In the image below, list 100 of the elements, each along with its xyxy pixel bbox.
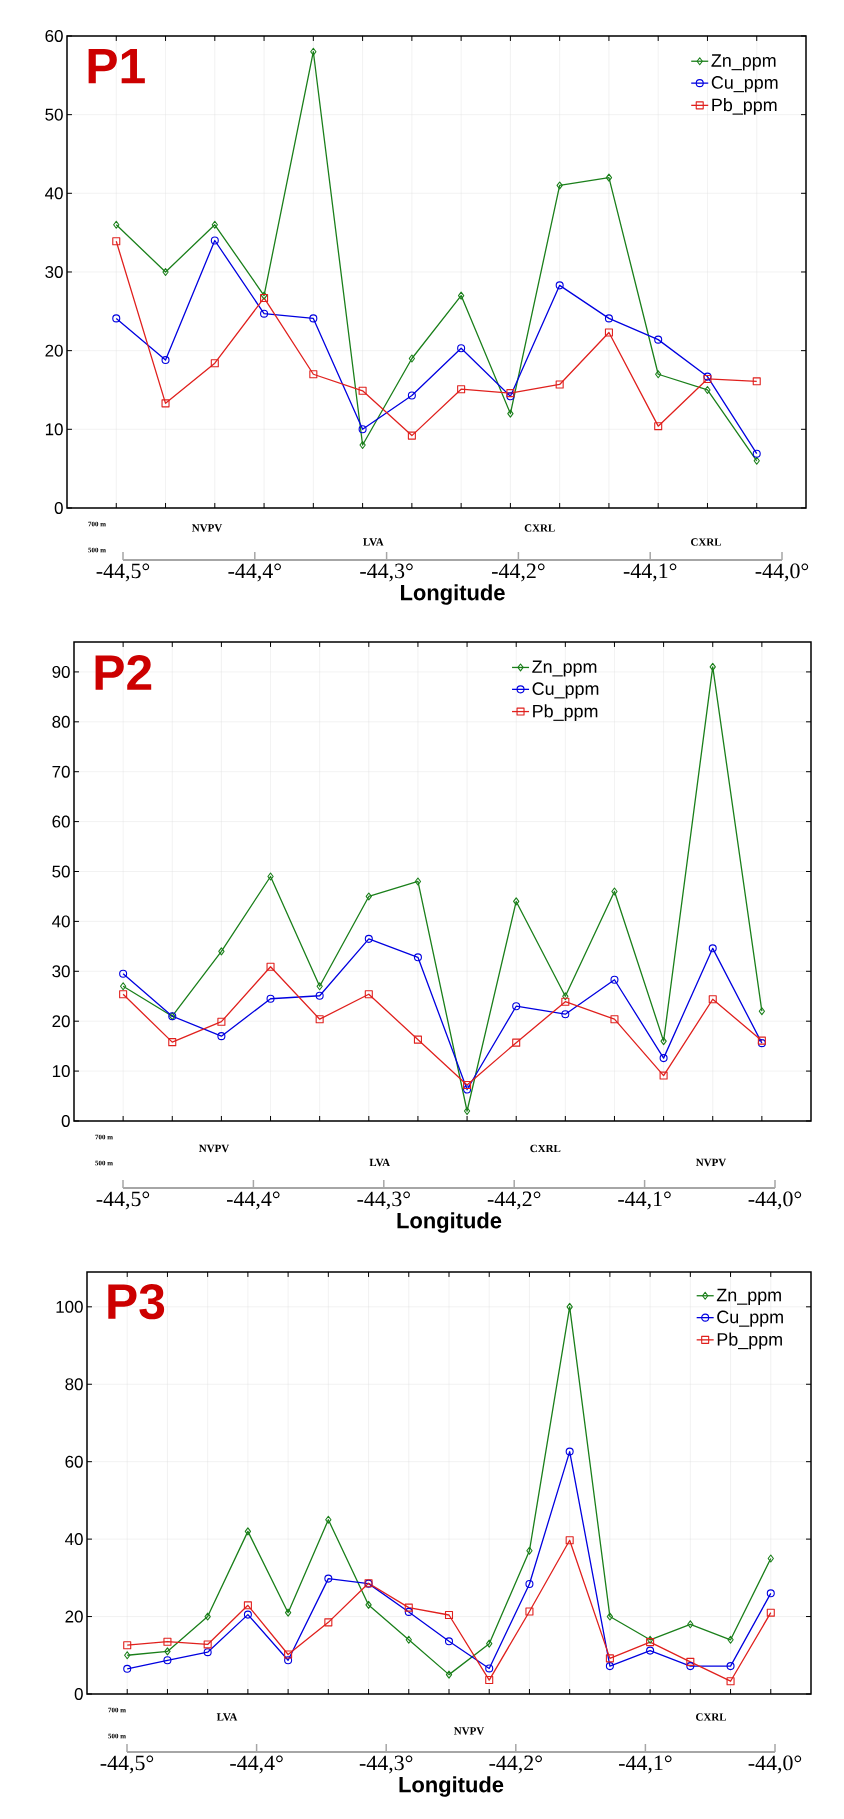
point <box>210 359 219 368</box>
legend-label: Pb_ppm <box>533 704 598 722</box>
point <box>709 662 716 671</box>
point <box>727 1635 734 1644</box>
point <box>457 344 466 353</box>
point <box>565 1447 574 1456</box>
point <box>284 1608 292 1617</box>
y-tick-label: 20 <box>52 1015 70 1028</box>
point <box>164 1647 171 1656</box>
point <box>123 1664 132 1673</box>
chart-title: P3 <box>108 1283 165 1320</box>
point <box>211 220 218 229</box>
x2-tick-label: -44,0° <box>748 1191 802 1210</box>
point <box>562 992 569 1001</box>
x2-tick-label: -44,3° <box>357 1191 410 1210</box>
point <box>405 1635 412 1644</box>
y-tick-label: 100 <box>56 1300 83 1313</box>
point <box>646 1646 655 1655</box>
point <box>752 449 761 458</box>
y-tick-label: 80 <box>65 1378 83 1391</box>
point <box>309 314 318 323</box>
point <box>365 1600 372 1609</box>
x2-tick-label: -44,0° <box>755 563 809 582</box>
point <box>310 47 317 56</box>
point <box>315 991 324 1000</box>
point <box>444 1637 454 1646</box>
y-tick-label: 0 <box>74 1687 83 1700</box>
y-tick-label: 50 <box>45 108 63 121</box>
point <box>485 1664 494 1673</box>
point <box>565 1536 574 1545</box>
point <box>161 399 170 408</box>
y-tick-label: 60 <box>65 1455 83 1468</box>
point <box>659 1054 668 1063</box>
point <box>457 385 466 394</box>
x2-tick-label: -44,2° <box>489 1755 542 1774</box>
point <box>463 1085 472 1094</box>
point <box>324 1618 333 1627</box>
point <box>525 1607 534 1616</box>
point <box>512 1038 521 1047</box>
point <box>463 1081 472 1090</box>
y-tick-label: 20 <box>65 1610 83 1623</box>
point <box>660 1037 667 1046</box>
text: CXRL <box>696 1713 727 1721</box>
point <box>611 887 618 896</box>
chart-title: P2 <box>95 655 152 690</box>
point <box>359 441 366 450</box>
point <box>244 1527 252 1536</box>
point <box>316 982 323 991</box>
point <box>766 1608 775 1617</box>
y-tick-label: 40 <box>45 187 63 200</box>
x2-tick-label: -44,3° <box>359 1755 413 1774</box>
x-axis-title: Longitude <box>401 584 505 605</box>
point <box>162 267 169 277</box>
point <box>659 1071 668 1080</box>
point <box>555 281 564 290</box>
point <box>163 1637 172 1646</box>
x2-tick-label: -44,3° <box>360 563 413 582</box>
point <box>218 947 225 956</box>
legend-label: Cu_ppm <box>717 1310 783 1327</box>
point <box>364 934 373 943</box>
text: NVPV <box>453 1727 485 1735</box>
y-tick-label: 60 <box>45 29 63 42</box>
x2-tick-label: -44,1° <box>619 1755 672 1774</box>
point <box>766 1589 775 1598</box>
point <box>284 1650 293 1659</box>
legend-label: Zn_ppm <box>716 1288 781 1305</box>
y-tick-label: 70 <box>52 765 70 778</box>
text: LVA <box>369 1158 390 1167</box>
point <box>203 1640 212 1649</box>
point <box>309 370 318 379</box>
y-tick-label: 80 <box>52 715 70 728</box>
text: LVA <box>216 1713 238 1721</box>
point <box>605 1662 614 1671</box>
point <box>485 1676 494 1685</box>
x2-tick-label: -44,4° <box>227 1191 280 1210</box>
legend-label: Cu_ppm <box>711 76 778 93</box>
point <box>444 1610 454 1620</box>
point <box>753 456 760 465</box>
y-tick-label: 40 <box>52 915 70 928</box>
y-tick-label: 50 <box>52 865 70 878</box>
point <box>726 1662 735 1671</box>
x2-tick-label: -44,2° <box>492 563 545 582</box>
point <box>364 990 373 999</box>
text: NVPV <box>191 524 223 532</box>
point <box>315 1015 324 1024</box>
point <box>407 431 416 440</box>
legend-label: Zn_ppm <box>711 54 776 71</box>
y-tick-label: 30 <box>45 265 63 278</box>
point <box>561 1010 570 1019</box>
y-tick-label: 10 <box>52 1065 70 1078</box>
point <box>119 969 128 978</box>
point <box>463 1106 471 1116</box>
point <box>445 1670 453 1679</box>
point <box>758 1007 766 1016</box>
y-tick-label: 30 <box>52 965 70 978</box>
y-tick-label: 90 <box>52 665 70 678</box>
point <box>243 1610 252 1619</box>
point <box>686 1662 695 1671</box>
point <box>605 173 613 182</box>
point <box>704 385 711 395</box>
